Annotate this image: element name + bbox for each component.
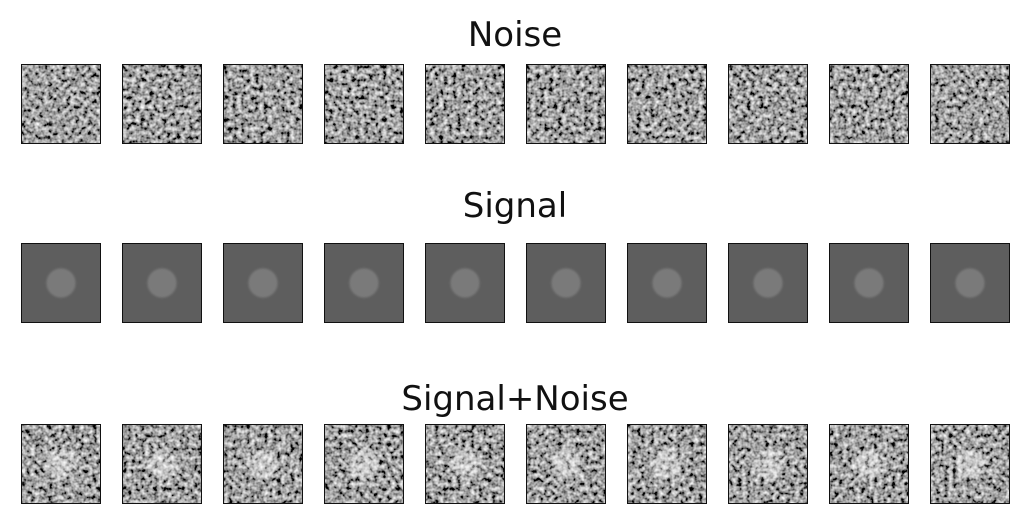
signal-tile (627, 243, 707, 323)
both-image (22, 425, 100, 503)
signal-image (527, 244, 605, 322)
both-image (729, 425, 807, 503)
both-tile (728, 424, 808, 504)
both-tile (425, 424, 505, 504)
noise-tile (728, 64, 808, 144)
noise-texture (527, 65, 605, 143)
noise-texture (224, 65, 302, 143)
signal-blob (349, 268, 378, 297)
noise-image (931, 65, 1009, 143)
noise-tile (324, 64, 404, 144)
both-image (325, 425, 403, 503)
signal-noise-title: Signal+Noise (0, 382, 1030, 416)
both-image (830, 425, 908, 503)
both-tile (223, 424, 303, 504)
signal-tile (223, 243, 303, 323)
signal-tile (728, 243, 808, 323)
noise-texture (22, 65, 100, 143)
noise-tile (21, 64, 101, 144)
signal-tile (829, 243, 909, 323)
signal-image (325, 244, 403, 322)
signal-tile (324, 243, 404, 323)
signal-blob (46, 268, 75, 297)
noise-image (224, 65, 302, 143)
signal-image (22, 244, 100, 322)
both-tile (21, 424, 101, 504)
noise-tile (223, 64, 303, 144)
signal-blob (349, 449, 378, 478)
signal-blob (147, 268, 176, 297)
signal-blob (450, 449, 479, 478)
signal-image (931, 244, 1009, 322)
both-image (931, 425, 1009, 503)
signal-tile (21, 243, 101, 323)
both-tile (930, 424, 1010, 504)
signal-image (830, 244, 908, 322)
signal-image (729, 244, 807, 322)
noise-texture (325, 65, 403, 143)
signal-blob (955, 449, 984, 478)
both-image (123, 425, 201, 503)
both-tile (829, 424, 909, 504)
signal-blob (248, 449, 277, 478)
signal-noise-row (0, 424, 1030, 508)
noise-image (628, 65, 706, 143)
signal-image (426, 244, 504, 322)
both-tile (526, 424, 606, 504)
signal-blob (551, 449, 580, 478)
signal-image (628, 244, 706, 322)
both-tile (324, 424, 404, 504)
noise-texture (426, 65, 504, 143)
noise-tile (122, 64, 202, 144)
noise-image (527, 65, 605, 143)
signal-blob (450, 268, 479, 297)
both-image (224, 425, 302, 503)
noise-image (729, 65, 807, 143)
noise-texture (628, 65, 706, 143)
noise-tile (627, 64, 707, 144)
signal-tile (526, 243, 606, 323)
noise-image (123, 65, 201, 143)
signal-blob (854, 449, 883, 478)
noise-tile (930, 64, 1010, 144)
signal-image (123, 244, 201, 322)
signal-blob (854, 268, 883, 297)
signal-image (224, 244, 302, 322)
noise-tile (829, 64, 909, 144)
noise-texture (830, 65, 908, 143)
signal-blob (753, 268, 782, 297)
noise-image (22, 65, 100, 143)
signal-blob (652, 268, 681, 297)
both-tile (627, 424, 707, 504)
both-tile (122, 424, 202, 504)
noise-texture (729, 65, 807, 143)
signal-tile (930, 243, 1010, 323)
noise-texture (123, 65, 201, 143)
signal-blob (551, 268, 580, 297)
signal-blob (955, 268, 984, 297)
noise-row (0, 64, 1030, 148)
noise-image (426, 65, 504, 143)
noise-tile (526, 64, 606, 144)
signal-title: Signal (0, 189, 1030, 223)
noise-texture (931, 65, 1009, 143)
noise-image (830, 65, 908, 143)
signal-tile (122, 243, 202, 323)
signal-row (0, 243, 1030, 327)
signal-tile (425, 243, 505, 323)
signal-blob (147, 449, 176, 478)
signal-blob (652, 449, 681, 478)
noise-tile (425, 64, 505, 144)
both-image (527, 425, 605, 503)
signal-blob (46, 449, 75, 478)
signal-blob (753, 449, 782, 478)
noise-image (325, 65, 403, 143)
both-image (426, 425, 504, 503)
noise-title: Noise (0, 18, 1030, 52)
signal-blob (248, 268, 277, 297)
both-image (628, 425, 706, 503)
